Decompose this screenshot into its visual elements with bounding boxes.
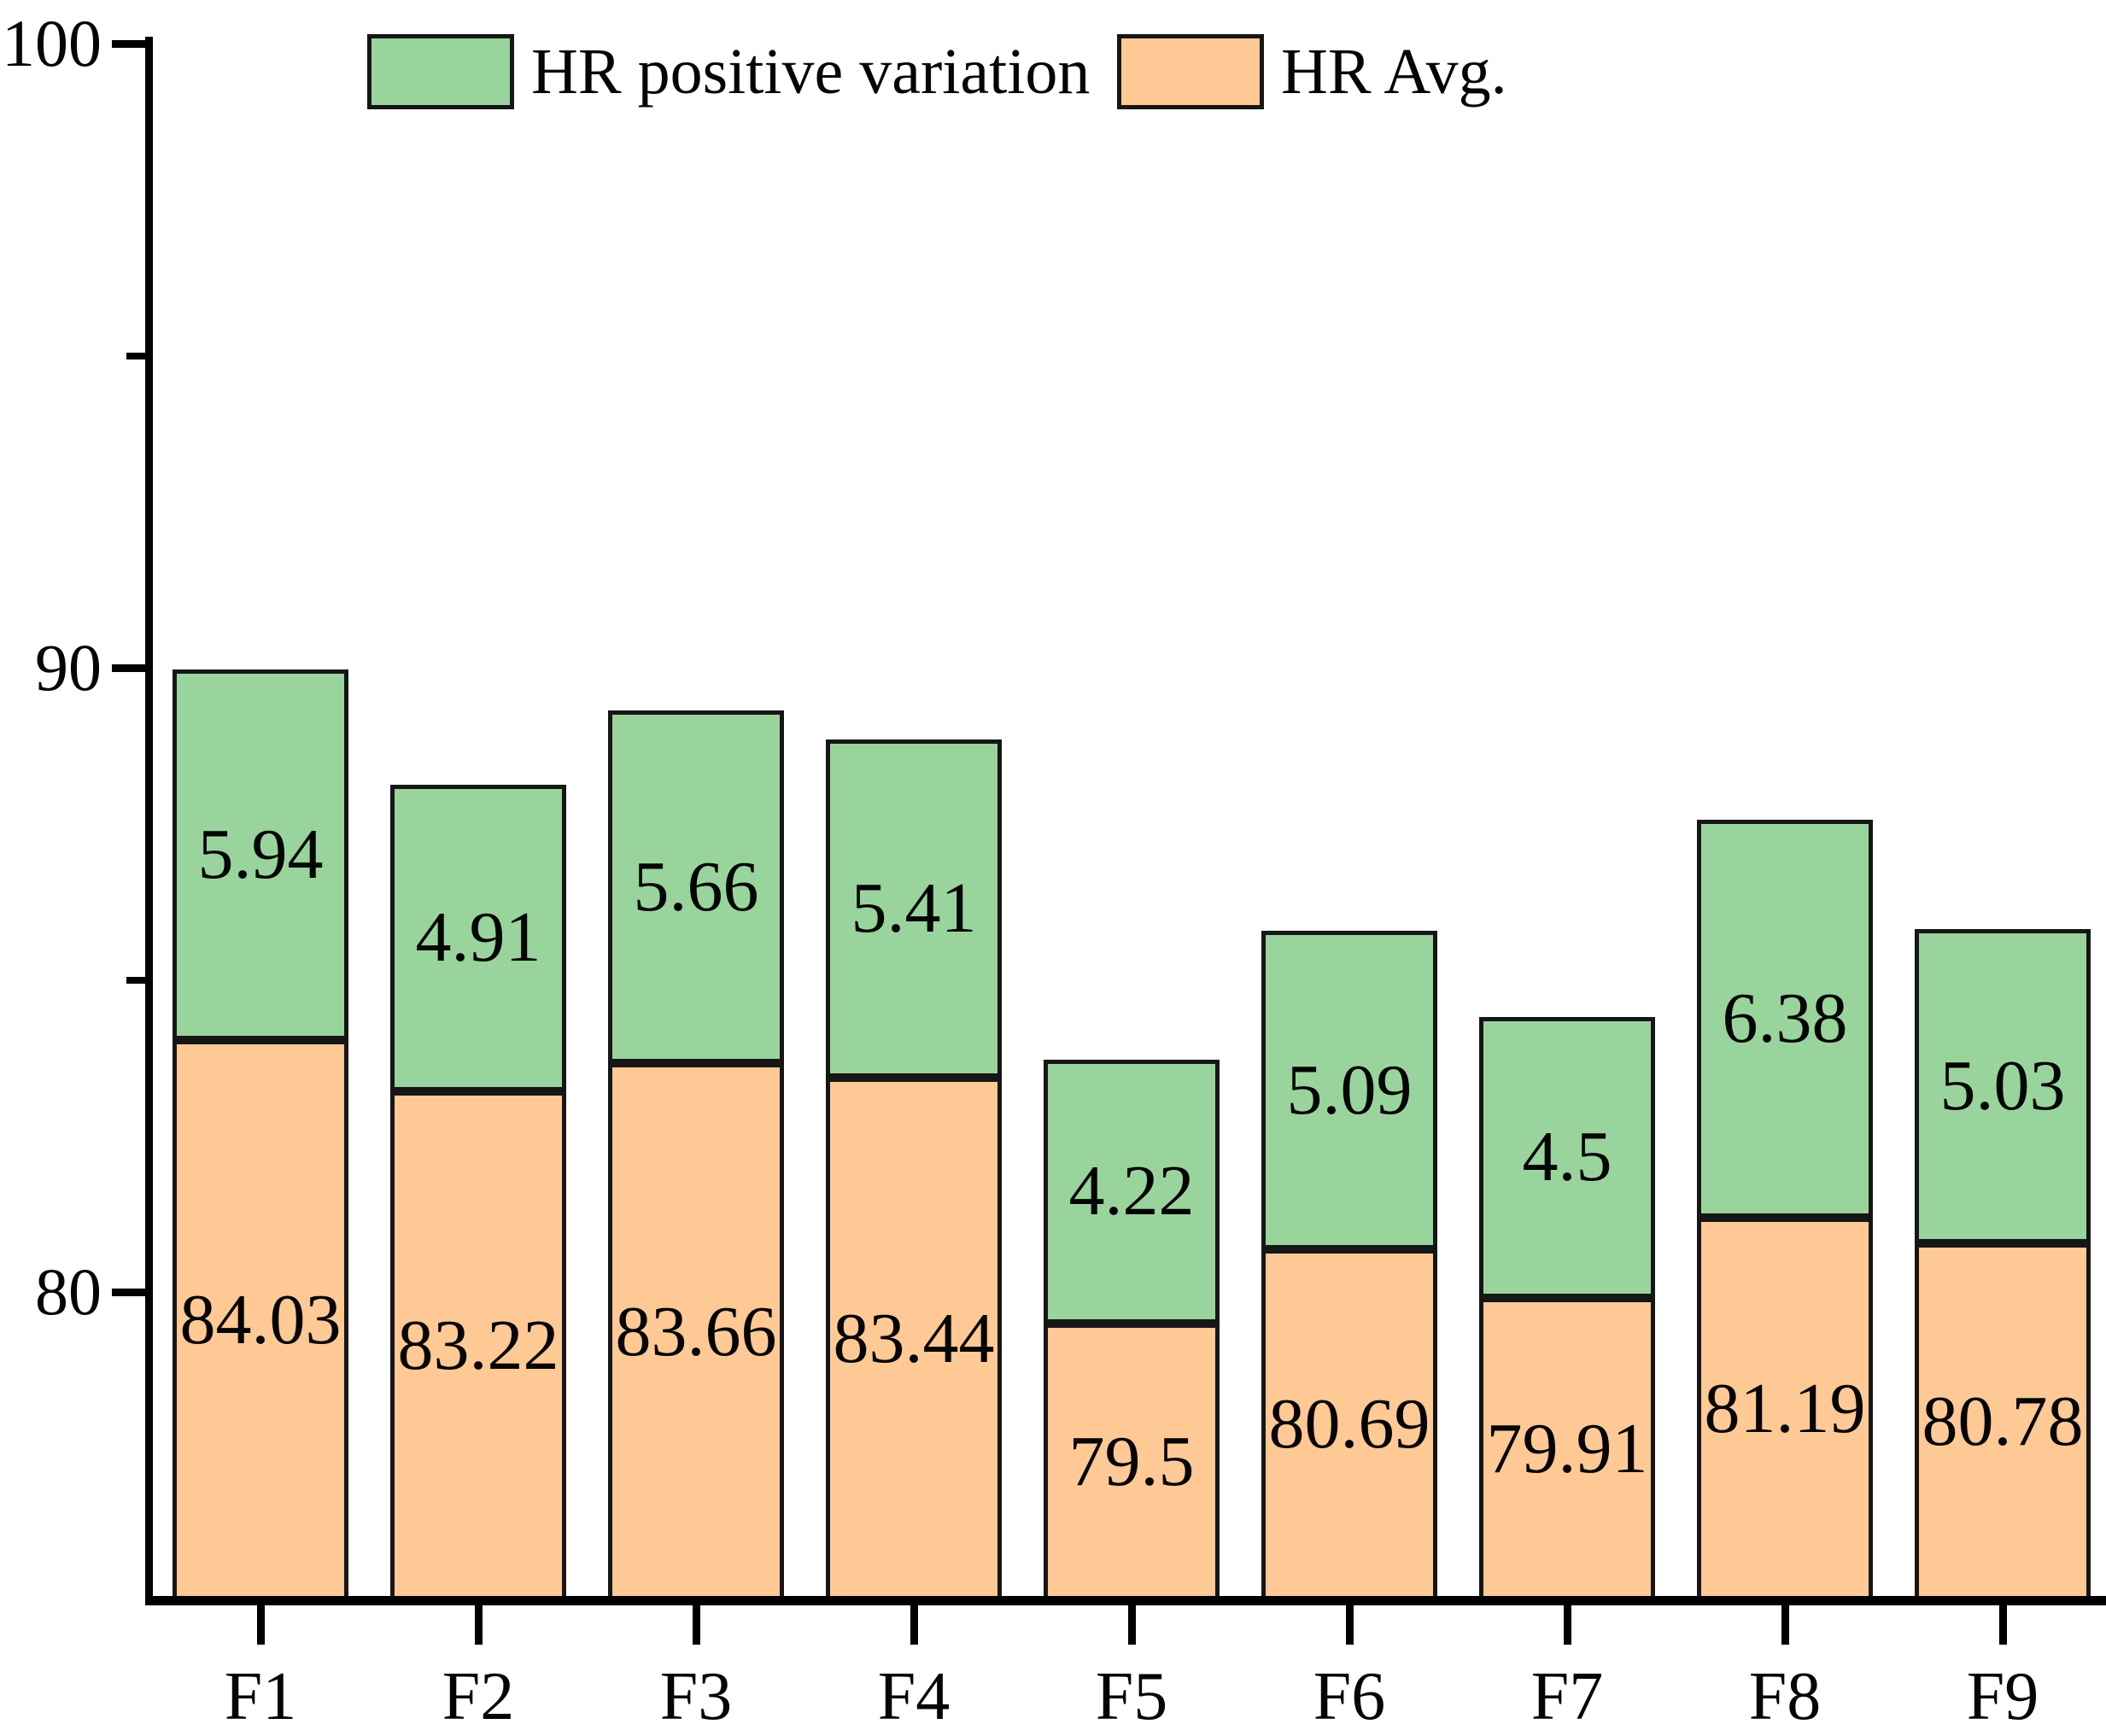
bar-F3-variation-value-label: 5.66 (633, 846, 759, 926)
bar-F8-avg-value-label: 81.19 (1704, 1369, 1866, 1448)
y-major-tick-90 (112, 664, 145, 672)
x-tick-F6 (1346, 1605, 1354, 1645)
bar-F3-variation-segment (608, 710, 784, 1064)
legend-item-avg: HR Avg. (1117, 34, 1507, 109)
x-tick-F3 (693, 1605, 700, 1645)
x-tick-F7 (1564, 1605, 1571, 1645)
x-label-F3: F3 (659, 1659, 733, 1734)
bar-F2-avg-segment (390, 1090, 566, 1600)
x-tick-F9 (1999, 1605, 2007, 1645)
y-axis-line (145, 37, 153, 1605)
bar-F6-avg-value-label: 80.69 (1268, 1384, 1430, 1464)
bar-F5-variation-value-label: 4.22 (1068, 1151, 1195, 1231)
x-tick-F4 (910, 1605, 918, 1645)
x-label-F5: F5 (1095, 1659, 1168, 1734)
x-tick-F2 (475, 1605, 483, 1645)
y-major-tick-80 (112, 1289, 145, 1296)
bar-F3-avg-value-label: 83.66 (615, 1291, 777, 1371)
bar-F6-variation-segment (1261, 931, 1437, 1249)
x-label-F9: F9 (1966, 1659, 2039, 1734)
bar-F7-variation-value-label: 4.5 (1522, 1117, 1612, 1197)
bar-F8-avg-segment (1697, 1218, 1873, 1600)
bar-F4-avg-segment (826, 1077, 1002, 1600)
bar-F7-variation-segment (1479, 1016, 1655, 1298)
x-label-F6: F6 (1313, 1659, 1386, 1734)
y-minor-tick-85 (126, 976, 145, 984)
x-label-F1: F1 (224, 1659, 297, 1734)
bar-F8-variation-value-label: 6.38 (1722, 978, 1848, 1058)
legend-label-variation: HR positive variation (531, 36, 1091, 108)
bar-F9-avg-segment (1915, 1242, 2091, 1600)
bar-F4-avg-value-label: 83.44 (833, 1298, 995, 1378)
bar-F9-avg-value-label: 80.78 (1922, 1381, 2084, 1461)
x-tick-F1 (257, 1605, 265, 1645)
bar-F7-avg-segment (1479, 1297, 1655, 1600)
y-tick-label-90: 90 (35, 630, 102, 704)
bar-F2-variation-segment (390, 784, 566, 1091)
bar-F6-variation-value-label: 5.09 (1286, 1049, 1413, 1130)
legend-label-avg: HR Avg. (1281, 36, 1507, 108)
bar-F9-variation-segment (1915, 929, 2091, 1243)
legend-swatch-avg-icon (1117, 34, 1264, 109)
bar-F8-variation-segment (1697, 819, 1873, 1218)
y-major-tick-100 (112, 40, 145, 48)
bar-F4-variation-segment (826, 739, 1002, 1078)
bar-F4-variation-value-label: 5.41 (851, 868, 977, 948)
y-tick-label-80: 80 (35, 1254, 102, 1329)
bar-F3-avg-segment (608, 1063, 784, 1600)
bar-F5-variation-segment (1044, 1060, 1220, 1324)
bar-F2-avg-value-label: 83.22 (397, 1305, 559, 1385)
bar-F5-avg-value-label: 79.5 (1068, 1421, 1195, 1501)
bar-F9-variation-value-label: 5.03 (1939, 1046, 2066, 1126)
bar-F7-avg-value-label: 79.91 (1486, 1408, 1648, 1488)
x-label-F2: F2 (442, 1659, 515, 1734)
legend-swatch-variation-icon (367, 34, 514, 109)
x-tick-F8 (1781, 1605, 1789, 1645)
bar-F2-variation-value-label: 4.91 (415, 897, 541, 978)
x-axis-line (145, 1596, 2106, 1605)
legend-item-variation: HR positive variation (367, 34, 1090, 109)
bar-F1-variation-value-label: 5.94 (197, 815, 324, 895)
y-tick-label-100: 100 (2, 6, 102, 80)
x-label-F7: F7 (1530, 1659, 1604, 1734)
bar-F1-avg-value-label: 84.03 (179, 1280, 342, 1360)
x-label-F8: F8 (1748, 1659, 1822, 1734)
x-tick-F5 (1128, 1605, 1136, 1645)
bar-F1-variation-segment (173, 669, 348, 1041)
x-label-F4: F4 (877, 1659, 951, 1734)
y-minor-tick-95 (126, 352, 145, 359)
